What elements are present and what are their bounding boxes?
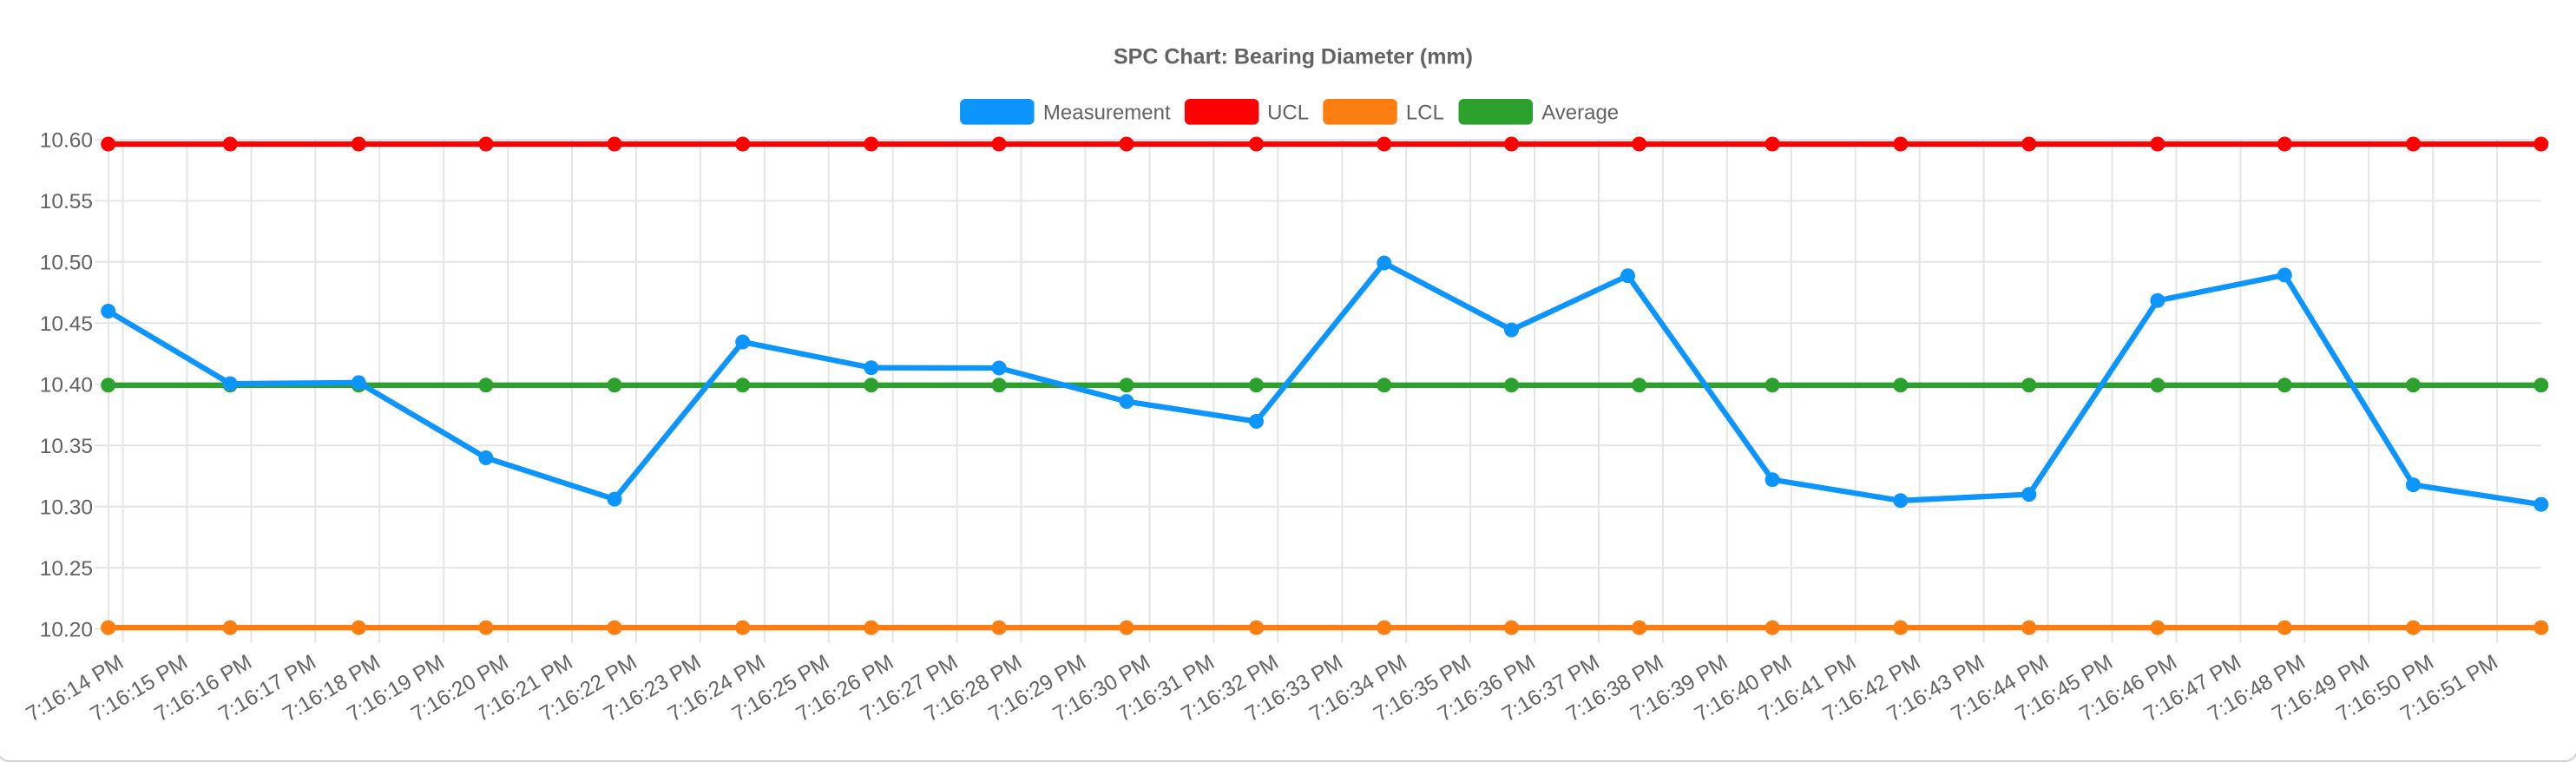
svg-text:10.30: 10.30	[40, 496, 93, 519]
svg-text:LCL: LCL	[1406, 102, 1444, 125]
svg-text:10.20: 10.20	[40, 618, 93, 641]
svg-text:10.25: 10.25	[40, 557, 93, 581]
svg-text:10.60: 10.60	[40, 129, 93, 153]
svg-text:10.35: 10.35	[40, 435, 93, 458]
svg-text:SPC Chart: Bearing Diameter (m: SPC Chart: Bearing Diameter (mm)	[1114, 45, 1473, 69]
svg-text:10.55: 10.55	[40, 190, 93, 213]
svg-text:Average: Average	[1541, 102, 1619, 125]
svg-text:10.40: 10.40	[40, 373, 93, 397]
svg-text:10.45: 10.45	[40, 312, 93, 336]
svg-text:10.50: 10.50	[40, 252, 93, 275]
svg-text:Measurement: Measurement	[1043, 102, 1171, 125]
svg-text:UCL: UCL	[1267, 102, 1309, 125]
